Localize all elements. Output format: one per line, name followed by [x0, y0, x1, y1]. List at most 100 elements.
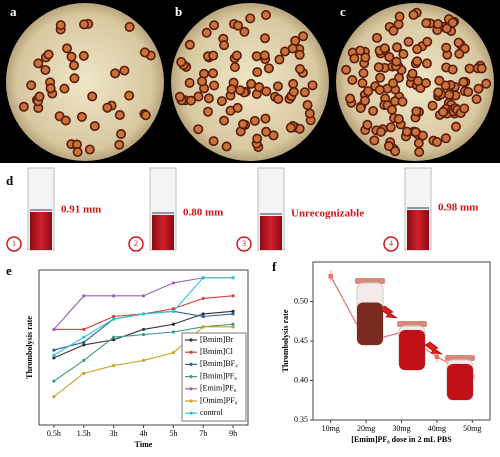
tube-blood	[447, 364, 473, 400]
cell	[373, 62, 384, 73]
cell	[251, 51, 262, 62]
point	[112, 363, 116, 368]
blood	[30, 212, 52, 250]
cell	[410, 127, 421, 138]
x-tick-label: 7h	[199, 429, 207, 438]
cell	[140, 110, 151, 121]
cell	[193, 91, 204, 102]
point	[141, 327, 146, 332]
legend-marker	[189, 399, 193, 403]
cell	[260, 113, 271, 124]
point	[52, 327, 56, 332]
tube-cap	[397, 321, 427, 327]
cell	[441, 42, 452, 53]
legend-marker	[189, 411, 193, 415]
cell	[246, 78, 257, 89]
cell	[238, 119, 249, 130]
cell	[261, 86, 272, 97]
cell	[454, 48, 465, 59]
cell	[394, 11, 405, 22]
cell	[62, 43, 73, 54]
cell	[384, 52, 395, 63]
cell	[232, 102, 243, 113]
point	[171, 322, 175, 326]
cell	[221, 141, 232, 152]
cell	[408, 9, 419, 20]
legend-label: [Bmim]PF₆	[200, 371, 237, 380]
point	[201, 276, 205, 280]
legend-label: [Bmim]BF₄	[200, 359, 238, 368]
cell	[201, 27, 212, 38]
cell	[421, 58, 432, 69]
cell	[427, 100, 438, 111]
cell	[392, 42, 403, 53]
cell	[401, 126, 412, 137]
point	[231, 309, 235, 313]
cell	[102, 102, 113, 113]
cell	[453, 37, 464, 48]
x-tick-label: 3h	[110, 429, 118, 438]
cell	[76, 111, 87, 122]
cell	[184, 39, 195, 50]
cell	[420, 77, 431, 88]
cell	[481, 78, 492, 89]
cell	[388, 78, 399, 89]
cell	[59, 83, 70, 94]
measurement: 0.98 mm	[438, 202, 478, 214]
cell	[375, 72, 386, 83]
cell	[114, 110, 125, 121]
point	[112, 294, 116, 298]
panel-label: b	[175, 4, 182, 19]
cell	[273, 94, 284, 105]
cell	[272, 81, 283, 92]
point	[112, 335, 116, 339]
cell	[299, 87, 310, 98]
point	[52, 379, 56, 383]
line	[53, 277, 234, 330]
cell	[294, 49, 305, 60]
cell	[260, 10, 271, 21]
cell	[413, 138, 424, 149]
cell	[422, 36, 433, 47]
point	[82, 335, 86, 339]
cell	[116, 129, 127, 140]
point	[82, 340, 86, 344]
x-tick-label: 20mg	[357, 424, 375, 433]
x-tick-label: 4h	[140, 429, 148, 438]
panel-label: c	[340, 4, 346, 19]
cell	[252, 67, 263, 78]
cell	[372, 32, 383, 43]
cell	[259, 33, 270, 44]
legend-label: [Bmim]Br	[200, 335, 234, 344]
cell	[193, 124, 204, 135]
cell	[434, 75, 445, 86]
legend-marker	[189, 387, 193, 391]
cell	[84, 144, 95, 155]
cell	[383, 141, 394, 152]
cell	[66, 51, 77, 62]
y-tick-label: 0.45	[294, 336, 308, 345]
panel-label: d	[6, 173, 14, 188]
cell	[412, 44, 423, 55]
arrow	[379, 305, 399, 319]
point	[231, 325, 235, 329]
cell	[72, 147, 83, 158]
cell	[307, 80, 318, 91]
cell	[18, 101, 29, 112]
cell	[341, 64, 352, 75]
tube-number: 2	[134, 239, 138, 248]
point	[231, 322, 235, 326]
point	[141, 312, 146, 316]
cell	[139, 47, 150, 58]
cell	[464, 63, 475, 74]
tube-number: 1	[12, 239, 16, 248]
cell	[369, 135, 380, 146]
tube-blood	[357, 302, 383, 345]
cell	[233, 20, 244, 31]
cell	[363, 86, 374, 97]
cell	[245, 13, 256, 24]
point	[82, 371, 86, 375]
cell	[287, 43, 298, 54]
tube-cap	[355, 278, 385, 284]
cell	[355, 45, 366, 56]
